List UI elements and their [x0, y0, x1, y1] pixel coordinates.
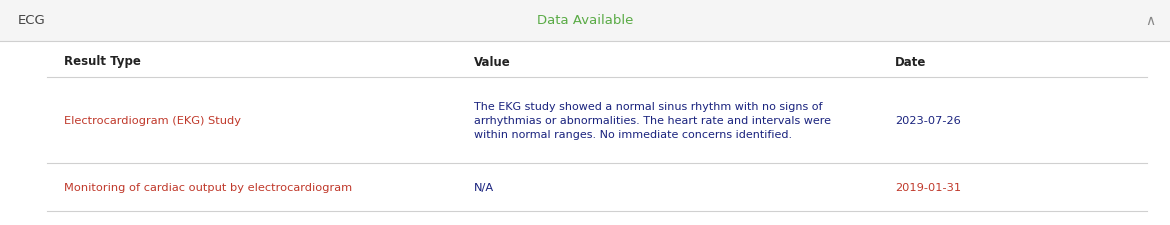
Bar [0, 42, 1170, 225]
Text: within normal ranges. No immediate concerns identified.: within normal ranges. No immediate conce… [474, 129, 792, 139]
Text: Data Available: Data Available [537, 14, 633, 27]
Text: 2019-01-31: 2019-01-31 [895, 182, 962, 192]
Text: The EKG study showed a normal sinus rhythm with no signs of: The EKG study showed a normal sinus rhyt… [474, 101, 823, 112]
Text: Value: Value [474, 55, 510, 68]
Text: Date: Date [895, 55, 927, 68]
Text: ∧: ∧ [1145, 14, 1155, 28]
Bar [0, 0, 1170, 42]
Text: Result Type: Result Type [64, 55, 142, 68]
Text: N/A: N/A [474, 182, 494, 192]
Text: Monitoring of cardiac output by electrocardiogram: Monitoring of cardiac output by electroc… [64, 182, 352, 192]
Text: arrhythmias or abnormalities. The heart rate and intervals were: arrhythmias or abnormalities. The heart … [474, 115, 831, 126]
Text: 2023-07-26: 2023-07-26 [895, 115, 961, 126]
Text: ECG: ECG [18, 14, 46, 27]
Text: Electrocardiogram (EKG) Study: Electrocardiogram (EKG) Study [64, 115, 241, 126]
